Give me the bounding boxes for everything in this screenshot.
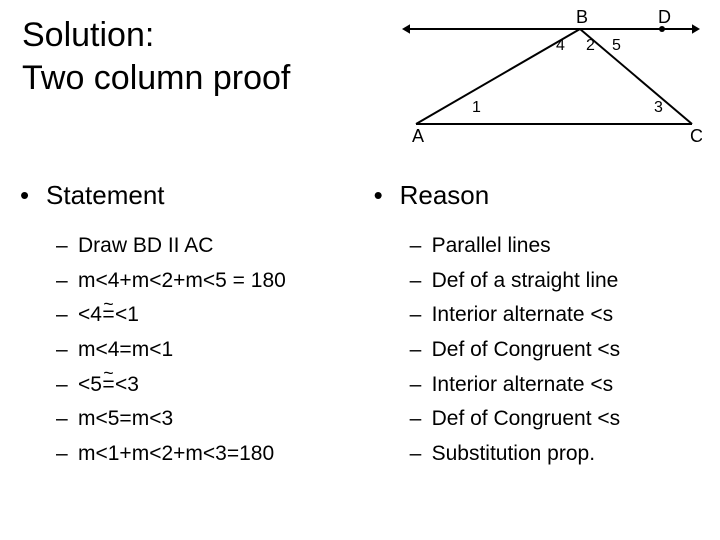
svg-text:5: 5: [612, 37, 621, 54]
dash-icon: –: [410, 368, 432, 403]
list-item-text: Def of Congruent <s: [432, 402, 621, 437]
title-block: Solution: Two column proof: [22, 14, 290, 99]
dash-icon: –: [56, 402, 78, 437]
svg-text:D: D: [658, 7, 671, 27]
dash-icon: –: [56, 437, 78, 472]
dash-icon: –: [410, 402, 432, 437]
dash-icon: –: [56, 264, 78, 299]
list-item: –Draw BD II AC: [56, 229, 374, 264]
dash-icon: –: [56, 229, 78, 264]
dash-icon: –: [410, 437, 432, 472]
statement-column: •Statement –Draw BD II AC–m<4+m<2+m<5 = …: [20, 180, 374, 471]
list-item-text: Parallel lines: [432, 229, 551, 264]
list-item: –Def of Congruent <s: [410, 402, 700, 437]
dash-icon: –: [410, 264, 432, 299]
list-item: –Interior alternate <s: [410, 298, 700, 333]
reason-column: •Reason –Parallel lines–Def of a straigh…: [374, 180, 700, 471]
two-column-proof: •Statement –Draw BD II AC–m<4+m<2+m<5 = …: [20, 180, 700, 471]
bullet-icon: •: [20, 180, 46, 211]
list-item-text: Interior alternate <s: [432, 298, 614, 333]
list-item-text: Interior alternate <s: [432, 368, 614, 403]
svg-text:A: A: [412, 126, 424, 144]
list-item-text: Draw BD II AC: [78, 229, 213, 264]
statement-header-text: Statement: [46, 180, 165, 210]
list-item: –Def of a straight line: [410, 264, 700, 299]
reason-items: –Parallel lines–Def of a straight line–I…: [374, 229, 700, 471]
list-item-text: Substitution prop.: [432, 437, 595, 472]
congruent-icon: [102, 368, 115, 403]
svg-text:B: B: [576, 7, 588, 27]
svg-text:1: 1: [472, 99, 481, 116]
svg-text:4: 4: [556, 37, 565, 54]
dash-icon: –: [410, 298, 432, 333]
svg-text:C: C: [690, 126, 702, 144]
list-item-text: m<5=m<3: [78, 402, 173, 437]
list-item: –Substitution prop.: [410, 437, 700, 472]
bullet-icon: •: [374, 180, 400, 211]
list-item-text: m<1+m<2+m<3=180: [78, 437, 274, 472]
triangle-diagram: A B C D 1 2 3 4 5: [400, 4, 702, 144]
reason-header: •Reason: [374, 180, 700, 211]
congruent-icon: [102, 298, 115, 333]
statement-header: •Statement: [20, 180, 374, 211]
list-item-text: <5<3: [78, 368, 139, 403]
list-item: –<4<1: [56, 298, 374, 333]
list-item: –<5<3: [56, 368, 374, 403]
list-item-text: m<4=m<1: [78, 333, 173, 368]
reason-header-text: Reason: [400, 180, 490, 210]
svg-text:3: 3: [654, 99, 663, 116]
list-item: –Def of Congruent <s: [410, 333, 700, 368]
list-item: –m<5=m<3: [56, 402, 374, 437]
list-item-text: Def of a straight line: [432, 264, 619, 299]
dash-icon: –: [410, 229, 432, 264]
dash-icon: –: [56, 368, 78, 403]
svg-text:2: 2: [586, 37, 595, 54]
dash-icon: –: [410, 333, 432, 368]
title-line-2: Two column proof: [22, 57, 290, 100]
list-item-text: <4<1: [78, 298, 139, 333]
statement-items: –Draw BD II AC–m<4+m<2+m<5 = 180–<4<1–m<…: [20, 229, 374, 471]
list-item: –Interior alternate <s: [410, 368, 700, 403]
dash-icon: –: [56, 333, 78, 368]
list-item: –Parallel lines: [410, 229, 700, 264]
title-line-1: Solution:: [22, 14, 290, 57]
list-item: –m<1+m<2+m<3=180: [56, 437, 374, 472]
dash-icon: –: [56, 298, 78, 333]
list-item-text: Def of Congruent <s: [432, 333, 621, 368]
